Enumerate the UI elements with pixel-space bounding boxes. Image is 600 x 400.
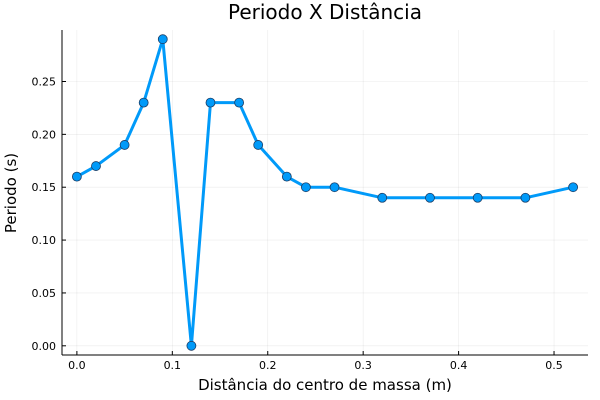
data-point xyxy=(119,140,130,150)
data-point xyxy=(329,182,340,193)
data-point xyxy=(425,192,435,203)
data-point xyxy=(234,97,245,108)
y-tick-label: 0.10 xyxy=(32,234,57,247)
y-axis-title: Periodo (s) xyxy=(2,153,20,233)
chart-title: Periodo X Distância xyxy=(228,0,422,24)
x-tick-label: 0.0 xyxy=(68,359,86,372)
axes xyxy=(61,30,588,356)
x-tick-label: 0.4 xyxy=(450,359,468,372)
x-tick-label: 0.3 xyxy=(354,359,372,372)
data-point xyxy=(301,182,311,193)
x-tick-label: 0.2 xyxy=(259,359,277,372)
y-tick-label: 0.25 xyxy=(32,75,57,88)
data-point xyxy=(186,340,197,351)
data-point xyxy=(377,192,388,203)
data-point xyxy=(281,171,292,182)
data-point xyxy=(91,161,101,171)
series-layer xyxy=(71,34,579,351)
y-tick-label: 0.20 xyxy=(32,128,57,141)
data-point xyxy=(157,34,168,45)
y-tick-label: 0.05 xyxy=(32,287,57,300)
tick-labels: 0.0 0.1 0.2 0.3 0.4 0.5 0.00 0.05 0.10 0.15 0.20 0.… xyxy=(32,75,563,372)
data-point xyxy=(71,171,82,182)
data-point xyxy=(568,182,579,193)
x-axis-title: Distância do centro de massa (m) xyxy=(198,376,452,394)
x-tick-label: 0.1 xyxy=(164,359,182,372)
y-tick-label: 0.00 xyxy=(32,340,57,353)
x-tick-label: 0.5 xyxy=(545,359,563,372)
data-point xyxy=(253,140,264,150)
data-point xyxy=(520,192,531,203)
y-tick-label: 0.15 xyxy=(32,181,57,194)
data-point xyxy=(205,97,216,108)
data-point xyxy=(472,192,483,203)
data-point xyxy=(138,97,149,108)
